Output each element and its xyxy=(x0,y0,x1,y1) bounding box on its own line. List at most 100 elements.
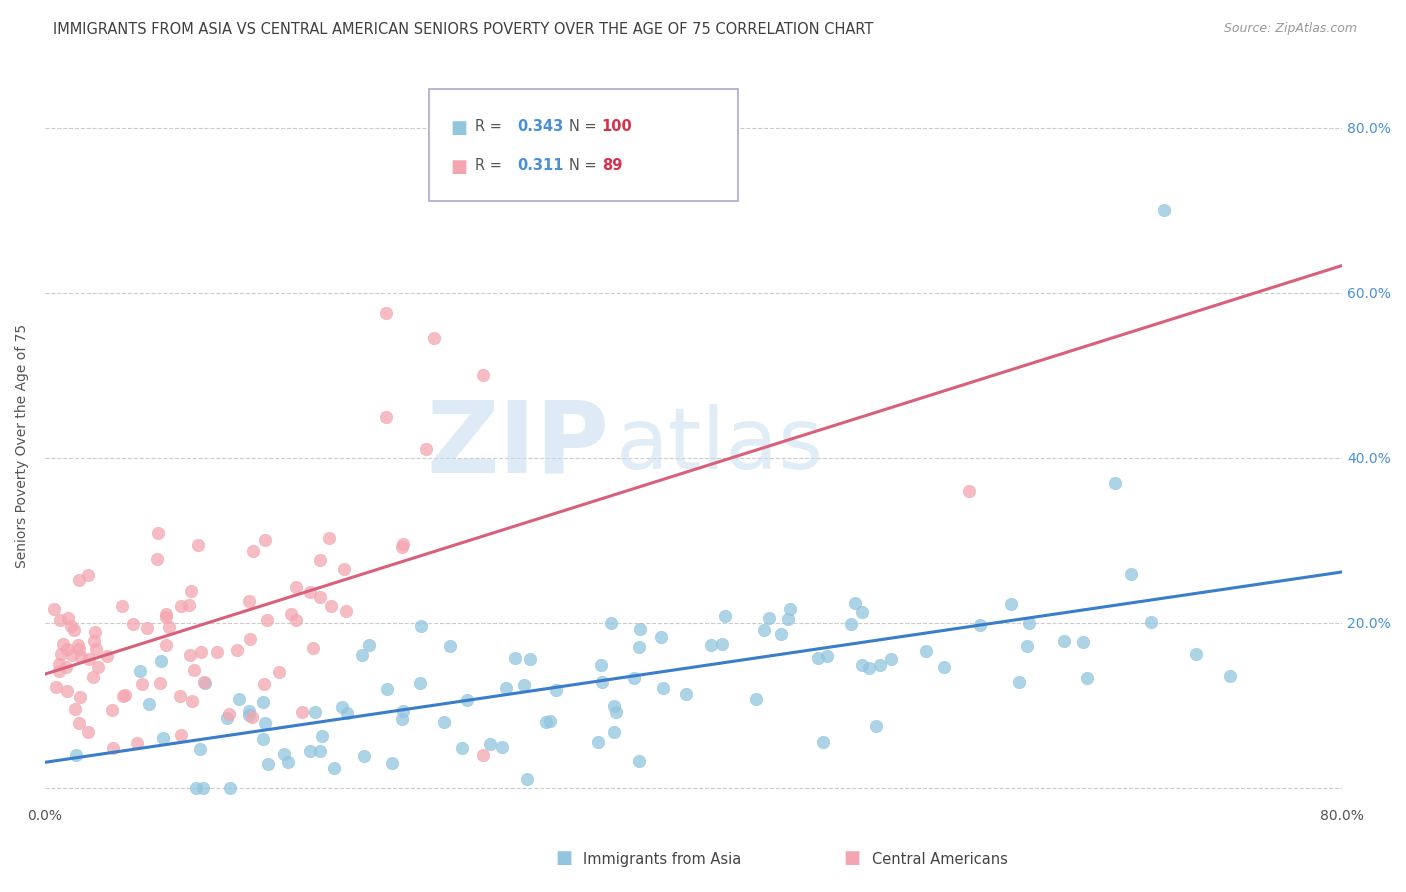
Point xyxy=(45,680,67,694)
Point xyxy=(439,639,461,653)
Point xyxy=(1185,647,1208,661)
Point xyxy=(100,703,122,717)
Point xyxy=(851,605,873,619)
Point xyxy=(226,643,249,657)
Point xyxy=(1119,567,1142,582)
Point xyxy=(48,657,70,672)
Point xyxy=(179,648,201,662)
Point xyxy=(605,705,627,719)
Point xyxy=(710,637,733,651)
Point xyxy=(240,710,263,724)
Point xyxy=(152,731,174,745)
Point xyxy=(333,562,356,576)
Point xyxy=(131,677,153,691)
Point xyxy=(589,658,612,673)
Text: ZIP: ZIP xyxy=(426,397,609,494)
Point xyxy=(155,607,177,622)
Point xyxy=(242,544,264,558)
Text: 0.311: 0.311 xyxy=(517,158,564,173)
Point xyxy=(519,651,541,665)
Point xyxy=(186,781,208,796)
Text: ■: ■ xyxy=(555,849,572,867)
Point xyxy=(503,651,526,665)
Point xyxy=(335,604,357,618)
Text: R =: R = xyxy=(475,158,506,173)
Point xyxy=(627,754,650,768)
Point xyxy=(336,706,359,720)
Point xyxy=(599,615,621,630)
Point xyxy=(381,756,404,770)
Point xyxy=(1015,639,1038,653)
Point xyxy=(253,716,276,731)
Point xyxy=(155,610,177,624)
Text: N =: N = xyxy=(569,119,598,134)
Point xyxy=(69,690,91,704)
Point xyxy=(471,748,494,763)
Point xyxy=(652,681,675,695)
Point xyxy=(103,740,125,755)
Point xyxy=(83,625,105,640)
Point xyxy=(1000,597,1022,611)
Point xyxy=(190,645,212,659)
Point xyxy=(603,699,626,714)
Point xyxy=(239,632,262,647)
Point xyxy=(48,664,70,678)
Text: 0.343: 0.343 xyxy=(517,119,564,134)
Point xyxy=(111,599,134,613)
Point xyxy=(60,618,83,632)
Point xyxy=(253,533,276,548)
Point xyxy=(157,619,180,633)
Point xyxy=(60,648,83,662)
Point xyxy=(138,698,160,712)
Point xyxy=(238,704,260,718)
Point xyxy=(807,650,830,665)
Point xyxy=(409,619,432,633)
Text: Immigrants from Asia: Immigrants from Asia xyxy=(583,852,742,867)
Point xyxy=(114,688,136,702)
Point xyxy=(957,483,980,498)
Point xyxy=(77,568,100,582)
Point xyxy=(215,711,238,725)
Point xyxy=(915,643,938,657)
Point xyxy=(205,645,228,659)
Point xyxy=(969,618,991,632)
Point xyxy=(758,610,780,624)
Point xyxy=(169,689,191,703)
Point xyxy=(149,675,172,690)
Text: ■: ■ xyxy=(450,119,467,136)
Point xyxy=(1008,674,1031,689)
Point xyxy=(277,756,299,770)
Point xyxy=(183,663,205,677)
Point xyxy=(700,638,723,652)
Point xyxy=(1104,475,1126,490)
Point xyxy=(66,638,89,652)
Point xyxy=(1071,634,1094,648)
Point xyxy=(56,684,79,698)
Point xyxy=(285,580,308,594)
Point xyxy=(1076,671,1098,685)
Point xyxy=(69,642,91,657)
Point xyxy=(628,640,651,654)
Text: IMMIGRANTS FROM ASIA VS CENTRAL AMERICAN SENIORS POVERTY OVER THE AGE OF 75 CORR: IMMIGRANTS FROM ASIA VS CENTRAL AMERICAN… xyxy=(53,22,873,37)
Point xyxy=(191,781,214,796)
Point xyxy=(63,702,86,716)
Point xyxy=(218,706,240,721)
Point xyxy=(219,781,242,796)
Point xyxy=(391,705,413,719)
Y-axis label: Seniors Poverty Over the Age of 75: Seniors Poverty Over the Age of 75 xyxy=(15,324,30,567)
Point xyxy=(267,665,290,679)
Text: Source: ZipAtlas.com: Source: ZipAtlas.com xyxy=(1223,22,1357,36)
Point xyxy=(591,674,613,689)
Point xyxy=(79,651,101,665)
Point xyxy=(1018,615,1040,630)
Point xyxy=(512,678,534,692)
Point xyxy=(188,741,211,756)
Text: atlas: atlas xyxy=(616,404,824,487)
Point xyxy=(62,624,84,638)
Point xyxy=(675,687,697,701)
Point xyxy=(309,591,332,605)
Point xyxy=(471,368,494,383)
Point xyxy=(284,614,307,628)
Point xyxy=(311,729,333,743)
Point xyxy=(623,671,645,685)
